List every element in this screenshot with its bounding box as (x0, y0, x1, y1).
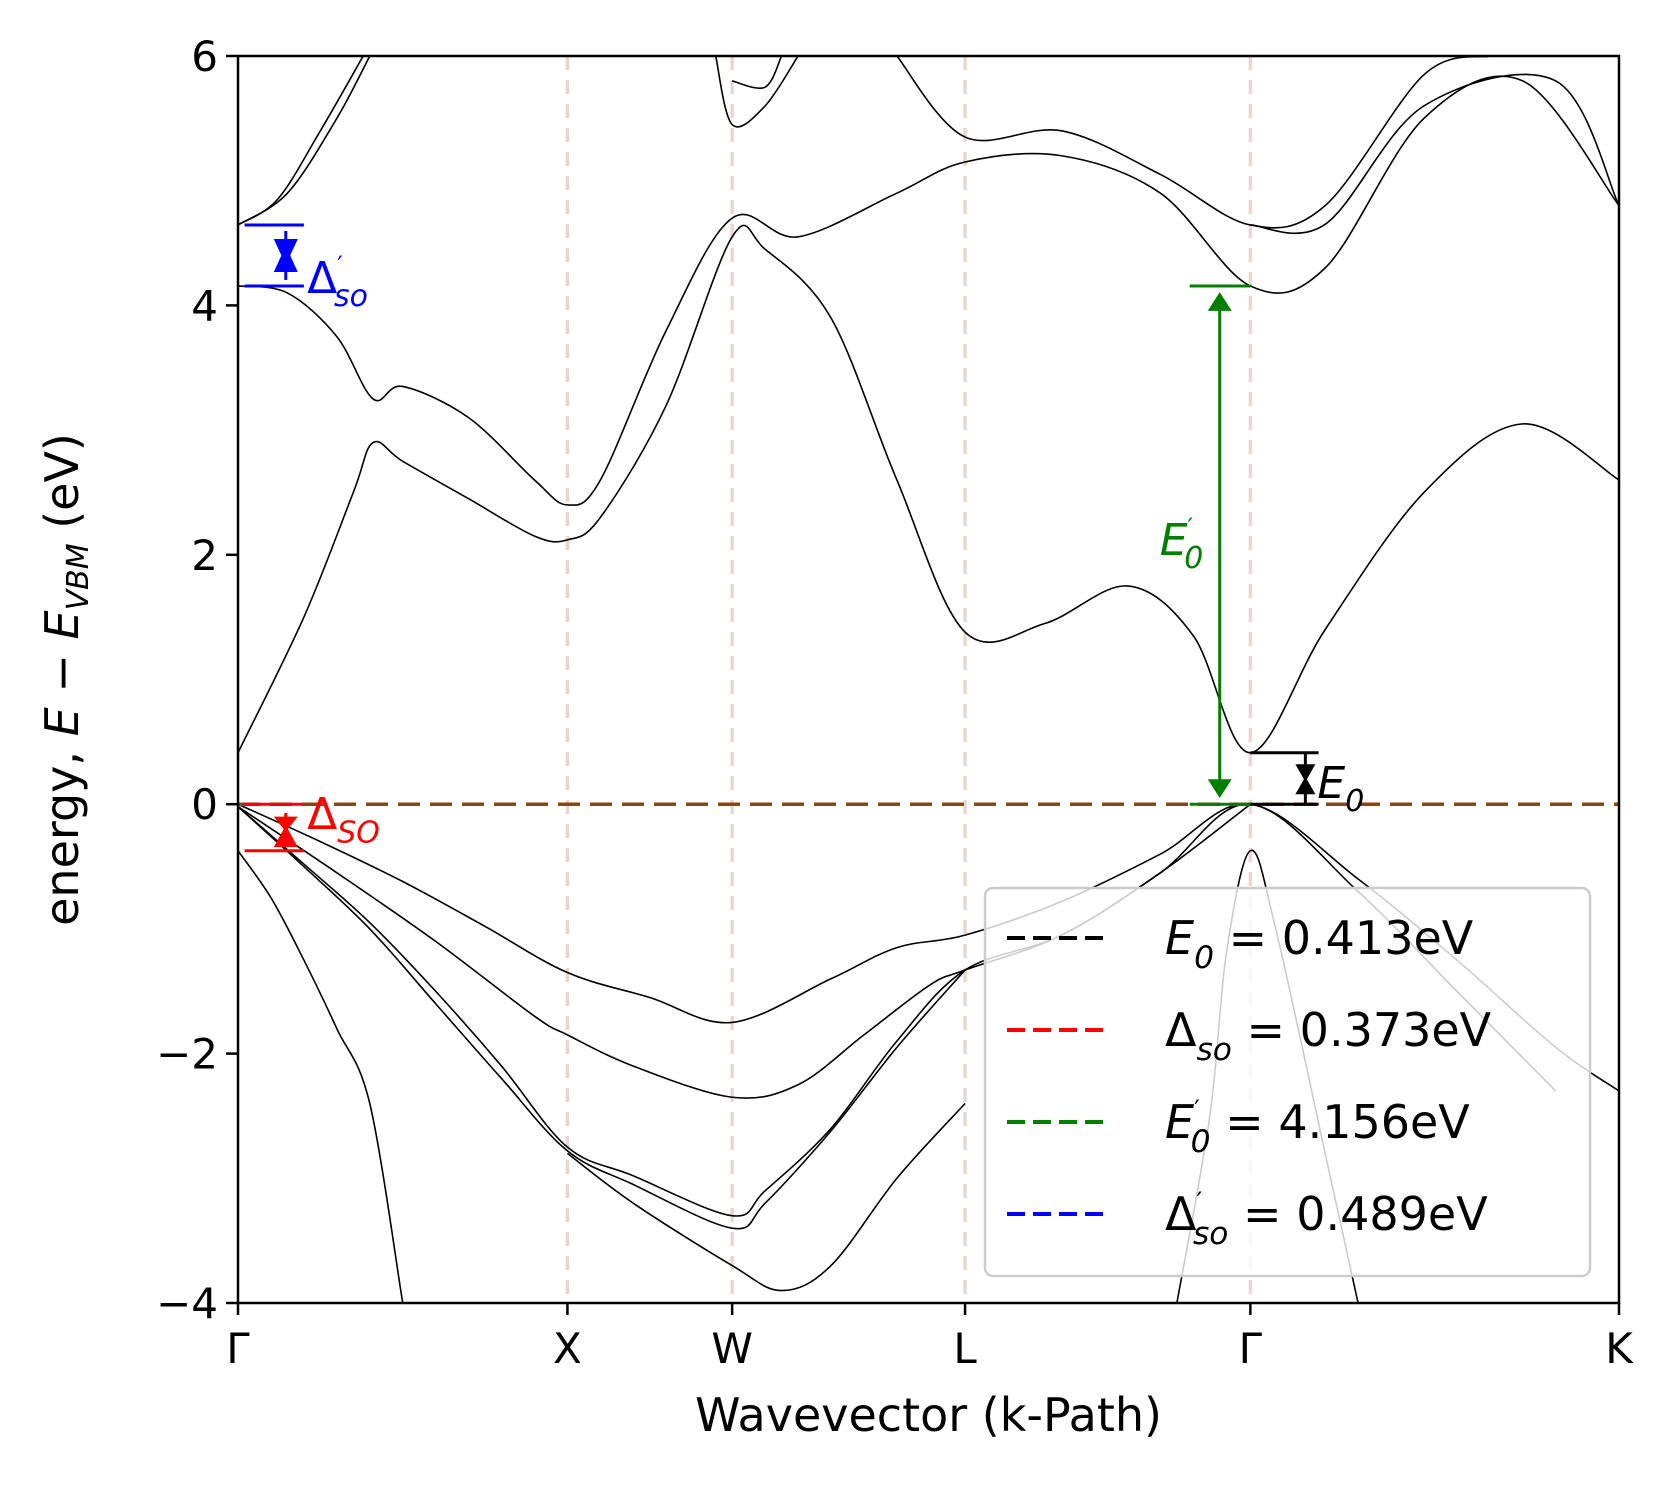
e0-prime-label: E′ 0 (1160, 513, 1204, 576)
y-tick-label: 6 (191, 32, 218, 81)
band-line (238, 803, 1557, 1099)
band-line (566, 1102, 966, 1292)
x-axis-label: Wavevector (k-Path) (695, 1388, 1162, 1442)
y-axis-label: energy, E − EVBM (eV) (35, 433, 96, 926)
band-line (238, 75, 1619, 506)
delta-so-prime-arrowhead (273, 245, 298, 272)
legend-entry-label: Δ′ so = 0.489eV (1165, 1186, 1488, 1252)
band-line (731, 56, 783, 89)
e0-prime-arrowhead (1207, 779, 1232, 798)
y-axis-ticks: −4 −2 0 2 4 6 (156, 32, 238, 1328)
legend: E0 = 0.413eV Δso = 0.373eV E′ 0 = 4.156eV Δ′… (983, 886, 1592, 1278)
x-tick-label: Γ (1239, 1324, 1263, 1373)
band-line (238, 806, 966, 1230)
e0-label: E0 (1317, 758, 1364, 819)
band-line (1250, 73, 1619, 235)
y-tick-label: −4 (156, 1279, 218, 1328)
y-tick-label: 2 (191, 531, 218, 580)
y-tick-label: 0 (191, 780, 218, 829)
legend-entry-label: E0 = 0.413eV (1165, 911, 1474, 976)
x-tick-label: X (553, 1324, 582, 1373)
plot-frame (236, 54, 1621, 1305)
y-tick-label: 4 (191, 281, 218, 330)
y-tick-label: −2 (156, 1030, 218, 1079)
delta-so-arrowhead (273, 816, 298, 832)
band-line (238, 850, 404, 1303)
band-line (714, 56, 799, 128)
e0-arrowhead (1295, 764, 1316, 782)
e0-prime-arrowhead (1207, 292, 1232, 311)
legend-box (983, 886, 1592, 1278)
band-line (238, 224, 1619, 754)
x-tick-label: K (1605, 1324, 1634, 1373)
delta-so-prime-label: Δ′ so (307, 251, 368, 314)
legend-entry-label: E′ 0 = 4.156eV (1165, 1094, 1470, 1160)
delta-so-arrowhead (273, 825, 298, 847)
band-line (238, 56, 371, 226)
x-tick-label: W (711, 1324, 753, 1373)
x-tick-label: L (953, 1324, 977, 1373)
band-line (238, 56, 364, 226)
delta-so-label: ΔSO (307, 789, 380, 850)
gap-annotations: ΔSO Δ′ so E′ 0 E0 (244, 223, 1364, 853)
x-tick-label: Γ (226, 1324, 250, 1373)
band-line (896, 56, 1491, 229)
e0-arrowhead (1295, 776, 1316, 795)
legend-entry-label: Δso = 0.373eV (1165, 1003, 1492, 1068)
